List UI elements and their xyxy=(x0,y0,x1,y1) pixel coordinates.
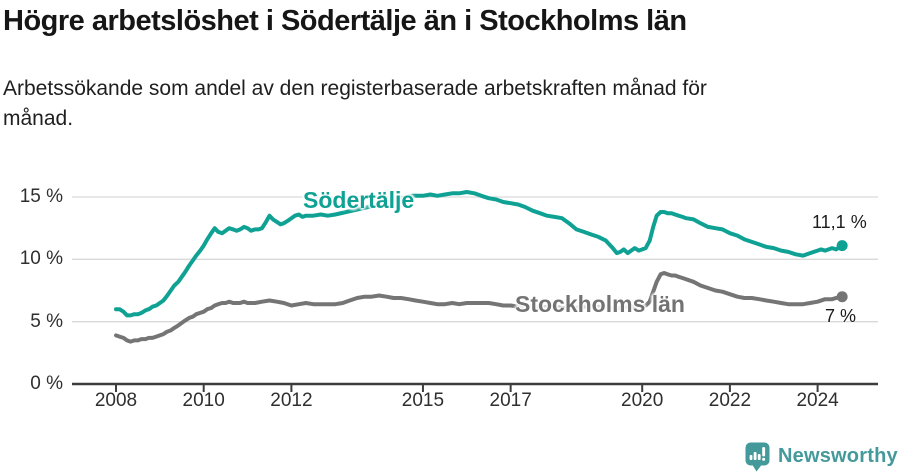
page-title: Högre arbetslöshet i Södertälje än i Sto… xyxy=(3,5,687,37)
x-tick-label: 2012 xyxy=(270,390,313,411)
x-tick-label: 2015 xyxy=(401,390,445,411)
series-label-sodertalje: Södertälje xyxy=(303,187,415,213)
series-label-stockholms-lan: Stockholms län xyxy=(515,291,685,317)
y-tick-label: 0 % xyxy=(30,373,63,394)
chart-subtitle: Arbetssökande som andel av den registerb… xyxy=(3,77,707,131)
x-tick-label: 2024 xyxy=(796,390,839,411)
series-line xyxy=(114,190,845,318)
x-tick-label: 2017 xyxy=(489,390,532,411)
y-tick-label: 15 % xyxy=(19,185,63,207)
x-tick-label: 2020 xyxy=(621,390,664,411)
newsworthy-logo-text: Newsworthy xyxy=(778,445,898,467)
x-tick-label: 2008 xyxy=(94,390,138,411)
x-tick-label: 2022 xyxy=(708,390,752,411)
x-tick-label: 2010 xyxy=(182,390,225,411)
y-tick-label: 10 % xyxy=(19,248,63,270)
end-value-label-sodertalje: 11,1 % xyxy=(812,212,867,232)
series-end-dot xyxy=(836,291,848,303)
series-end-dot xyxy=(836,240,848,252)
end-value-label-stockholms-lan: 7 % xyxy=(825,306,857,326)
bar-chart-speech-bubble-icon xyxy=(745,442,770,471)
newsworthy-logo[interactable]: Newsworthy xyxy=(745,442,898,471)
series-line xyxy=(114,271,845,344)
y-tick-label: 5 % xyxy=(30,310,63,332)
